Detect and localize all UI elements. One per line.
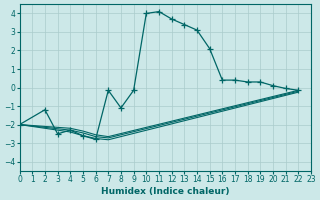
X-axis label: Humidex (Indice chaleur): Humidex (Indice chaleur) <box>101 187 229 196</box>
